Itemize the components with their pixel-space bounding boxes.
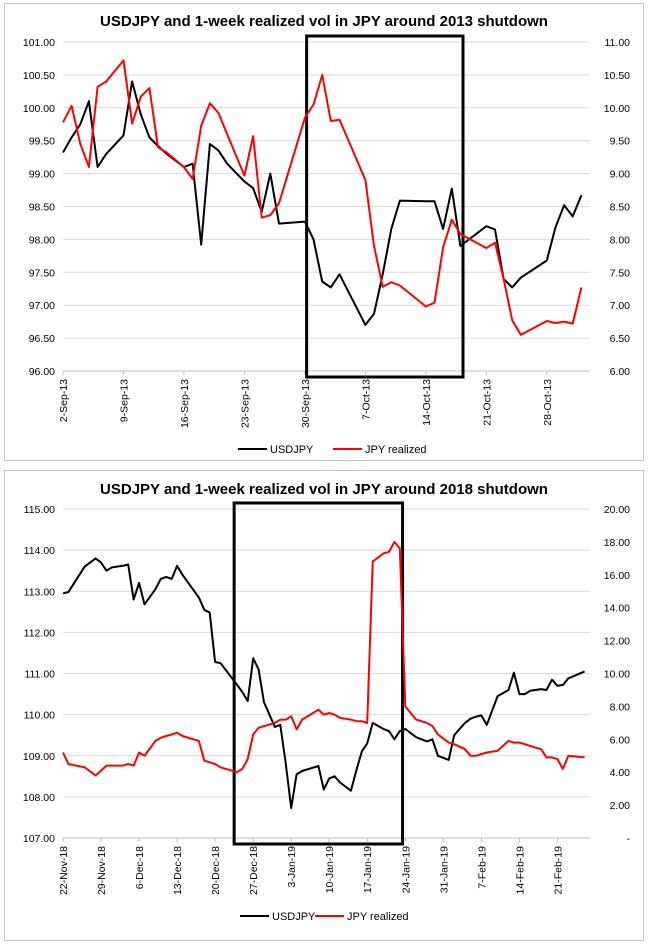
series-line-jpy-realized — [62, 540, 585, 777]
y-left-tick-label: 109.00 — [23, 751, 55, 763]
y-right-tick-label: 11.00 — [605, 37, 631, 49]
y-right-tick-label: - — [627, 833, 631, 845]
series-line-jpy-realized — [62, 59, 583, 336]
x-tick-label: 22-Nov-18 — [58, 846, 70, 895]
x-tick-label: 6-Dec-18 — [134, 846, 146, 889]
y-left-tick-label: 112.00 — [24, 627, 55, 639]
x-tick-label: 29-Nov-18 — [96, 846, 108, 895]
y-right-tick-label: 7.50 — [610, 267, 631, 279]
y-right-tick-label: 2.00 — [610, 800, 631, 812]
y-right-tick-label: 10.50 — [604, 70, 630, 82]
y-left-tick-label: 98.50 — [29, 202, 55, 214]
x-tick-label: 21-Oct-13 — [481, 379, 493, 426]
x-tick-label: 9-Sep-13 — [118, 379, 130, 422]
y-left-tick-label: 113.00 — [24, 586, 55, 598]
shutdown-highlight-box — [305, 34, 465, 379]
x-tick-label: 27-Dec-18 — [248, 846, 260, 895]
x-tick-label: 7-Oct-13 — [360, 379, 372, 420]
y-left-tick-label: 101.00 — [23, 37, 55, 49]
y-right-tick-label: 18.00 — [604, 537, 630, 549]
y-right-tick-label: 4.00 — [610, 767, 631, 779]
series-line-usdjpy — [62, 557, 585, 809]
y-right-tick-label: 9.50 — [610, 136, 631, 148]
y-left-tick-label: 99.50 — [29, 136, 55, 148]
y-left-tick-label: 100.50 — [23, 70, 55, 82]
y-right-tick-label: 14.00 — [604, 603, 630, 615]
y-left-tick-label: 115.00 — [24, 504, 55, 516]
y-left-tick-label: 97.00 — [29, 300, 55, 312]
y-left-tick-label: 111.00 — [24, 669, 55, 681]
y-right-tick-label: 8.50 — [610, 202, 631, 214]
legend-label-jpy-realized: JPY realized — [365, 444, 427, 456]
shutdown-highlight-box — [232, 501, 405, 846]
y-right-tick-label: 6.50 — [610, 333, 631, 345]
x-tick-label: 14-Feb-19 — [514, 846, 526, 895]
y-left-tick-label: 114.00 — [24, 545, 55, 557]
chart-panel-2013: USDJPY and 1-week realized vol in JPY ar… — [4, 3, 644, 461]
chart-2018: USDJPY and 1-week realized vol in JPY ar… — [23, 481, 631, 923]
y-right-tick-label: 12.00 — [604, 636, 630, 648]
series-line-usdjpy — [62, 80, 583, 326]
y-right-tick-label: 8.00 — [610, 701, 631, 713]
y-right-tick-label: 9.00 — [610, 169, 631, 181]
x-tick-label: 2-Sep-13 — [58, 379, 70, 422]
x-tick-label: 30-Sep-13 — [300, 379, 312, 428]
y-left-tick-label: 107.00 — [23, 833, 55, 845]
y-left-tick-label: 110.00 — [24, 710, 55, 722]
y-left-tick-label: 100.00 — [23, 103, 55, 115]
x-tick-label: 31-Jan-19 — [438, 846, 450, 893]
y-right-tick-label: 8.00 — [610, 234, 631, 246]
x-tick-label: 14-Oct-13 — [421, 379, 433, 426]
y-right-tick-label: 10.00 — [604, 669, 630, 681]
y-left-tick-label: 98.00 — [29, 234, 55, 246]
y-left-tick-label: 99.00 — [29, 169, 55, 181]
y-right-tick-label: 6.00 — [610, 366, 631, 378]
y-right-tick-label: 6.00 — [610, 734, 631, 746]
y-right-tick-label: 20.00 — [604, 504, 630, 516]
x-tick-label: 20-Dec-18 — [210, 846, 222, 895]
x-tick-label: 24-Jan-19 — [400, 846, 412, 893]
x-tick-label: 3-Jan-19 — [286, 846, 298, 888]
legend-label-usdjpy: USDJPY — [270, 444, 314, 456]
chart-2013: USDJPY and 1-week realized vol in JPY ar… — [23, 13, 631, 456]
x-tick-label: 28-Oct-13 — [542, 379, 554, 426]
chart-title: USDJPY and 1-week realized vol in JPY ar… — [100, 13, 548, 30]
x-tick-label: 10-Jan-19 — [324, 846, 336, 893]
y-left-tick-label: 97.50 — [29, 267, 55, 279]
x-tick-label: 23-Sep-13 — [239, 379, 251, 428]
x-tick-label: 7-Feb-19 — [476, 846, 488, 889]
chart-panel-2018: USDJPY and 1-week realized vol in JPY ar… — [4, 470, 644, 941]
x-tick-label: 16-Sep-13 — [179, 379, 191, 428]
legend-label-jpy-realized: JPY realized — [347, 911, 409, 923]
y-right-tick-label: 7.00 — [610, 300, 631, 312]
legend-label-usdjpy: USDJPY — [272, 911, 316, 923]
y-left-tick-label: 96.00 — [29, 366, 55, 378]
x-tick-label: 17-Jan-19 — [362, 846, 374, 893]
chart-title: USDJPY and 1-week realized vol in JPY ar… — [100, 481, 548, 498]
y-right-tick-label: 10.00 — [604, 103, 630, 115]
x-tick-label: 21-Feb-19 — [552, 846, 564, 895]
x-tick-label: 13-Dec-18 — [172, 846, 184, 895]
y-left-tick-label: 96.50 — [29, 333, 55, 345]
y-left-tick-label: 108.00 — [23, 792, 55, 804]
y-right-tick-label: 16.00 — [604, 570, 630, 582]
